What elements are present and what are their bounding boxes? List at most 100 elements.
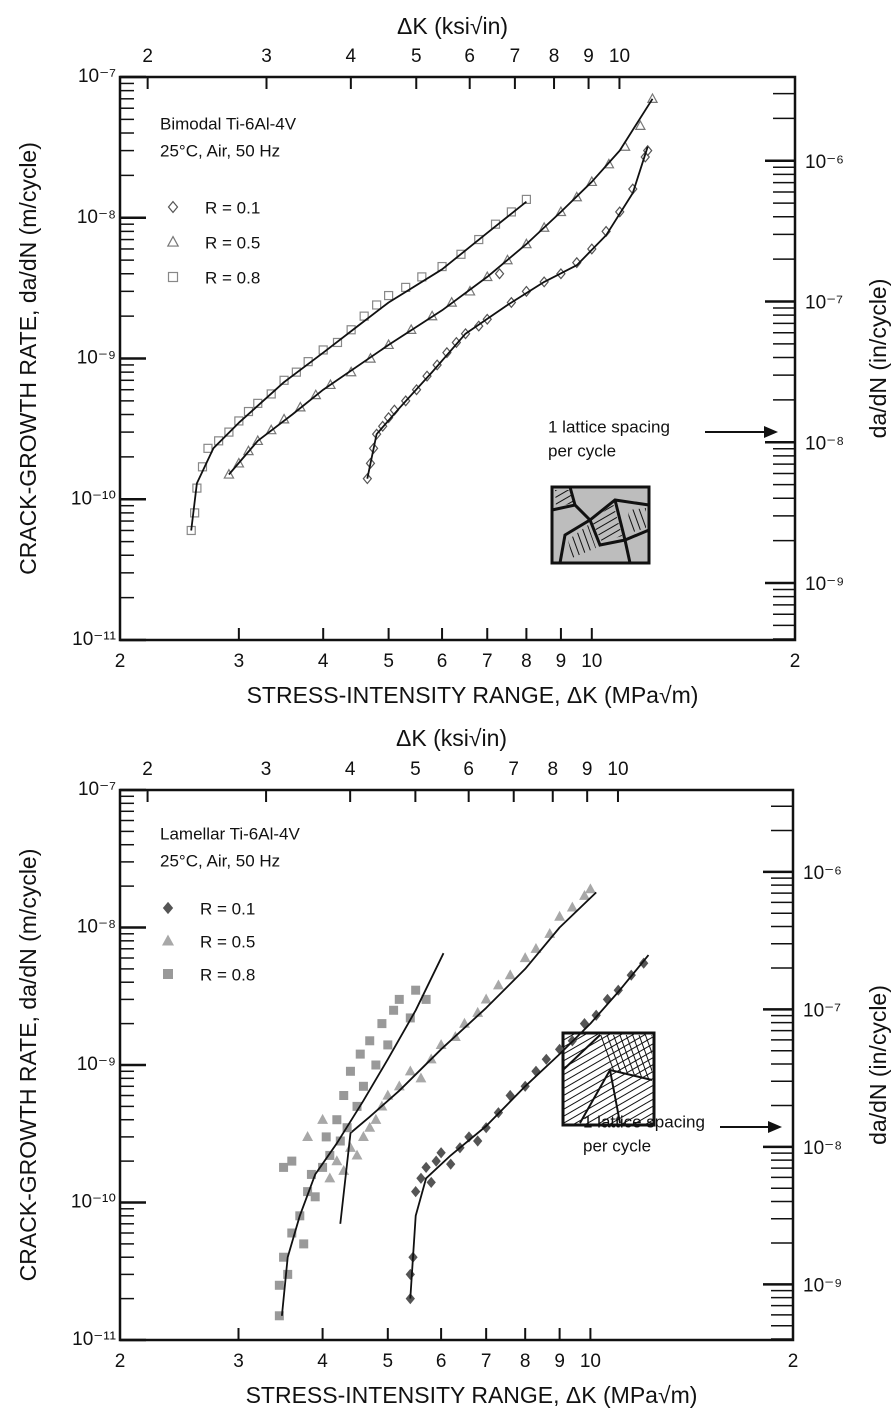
marker bbox=[591, 1009, 601, 1021]
x2-tick-label: 7 bbox=[508, 759, 519, 780]
marker bbox=[345, 1066, 355, 1076]
y2-tick-label: 10⁻⁶ bbox=[803, 863, 842, 884]
marker bbox=[382, 1089, 394, 1100]
fit-curve bbox=[190, 200, 527, 531]
marker bbox=[364, 1121, 376, 1132]
x2-tick-label: 10 bbox=[607, 759, 628, 780]
marker bbox=[384, 290, 394, 301]
marker bbox=[566, 901, 578, 912]
marker bbox=[365, 1036, 375, 1046]
marker bbox=[404, 1065, 416, 1076]
x2-axis-label: ΔK (ksi√in) bbox=[396, 725, 507, 751]
marker bbox=[586, 175, 598, 187]
marker bbox=[355, 1049, 365, 1059]
x-tick-label: 7 bbox=[481, 1351, 492, 1372]
marker bbox=[224, 427, 234, 437]
y-axis-label: CRACK-GROWTH RATE, da/dN (m/cycle) bbox=[15, 849, 41, 1282]
marker bbox=[371, 1060, 381, 1070]
y2-tick-label: 10⁻⁸ bbox=[803, 1138, 842, 1159]
x2-tick-label: 2 bbox=[142, 46, 153, 67]
marker bbox=[521, 285, 532, 298]
legend-label: R = 0.5 bbox=[200, 932, 255, 951]
marker bbox=[368, 442, 379, 455]
y2-tick-label: 10⁻⁹ bbox=[803, 1275, 842, 1296]
marker bbox=[299, 1239, 309, 1249]
marker bbox=[480, 993, 492, 1004]
marker bbox=[351, 1149, 363, 1160]
marker bbox=[613, 984, 623, 996]
marker bbox=[287, 1156, 297, 1166]
marker bbox=[167, 200, 179, 214]
marker bbox=[579, 889, 590, 900]
marker bbox=[584, 883, 596, 894]
x-axis-label: STRESS-INTENSITY RANGE, ΔK (MPa√m) bbox=[246, 1382, 698, 1408]
marker bbox=[203, 443, 213, 453]
y2-axis-label: da/dN (in/cycle) bbox=[865, 985, 891, 1145]
x-tick-label: 2 bbox=[115, 651, 126, 672]
chart: 10⁻¹¹ 10⁻¹⁰ 10⁻⁹ 10⁻⁸ 10⁻⁷ 10⁻⁹ 10⁻⁸ 10⁻⁷ 10⁻⁶ 2 3… bbox=[15, 725, 891, 1408]
marker bbox=[634, 119, 646, 131]
marker bbox=[279, 375, 289, 385]
annotation: Bimodal Ti-6Al-4V bbox=[160, 114, 297, 133]
marker bbox=[358, 1081, 368, 1091]
marker bbox=[431, 1155, 441, 1167]
x2-tick-label: 5 bbox=[410, 759, 421, 780]
x-tick-label: 2 bbox=[788, 1351, 799, 1372]
marker bbox=[541, 1053, 551, 1065]
x-tick-label: 5 bbox=[383, 1351, 394, 1372]
marker bbox=[223, 468, 235, 479]
marker bbox=[411, 383, 422, 396]
annotation: 25°C, Air, 50 Hz bbox=[160, 141, 280, 160]
marker bbox=[190, 508, 200, 518]
marker bbox=[321, 1132, 331, 1142]
marker bbox=[372, 300, 382, 310]
marker bbox=[421, 994, 431, 1004]
marker bbox=[383, 1040, 393, 1050]
y2-tick-label: 10⁻⁷ bbox=[803, 1000, 841, 1021]
marker bbox=[520, 238, 533, 249]
marker bbox=[451, 336, 462, 349]
marker bbox=[370, 1113, 382, 1124]
x-tick-label: 3 bbox=[234, 651, 245, 672]
x2-tick-label: 3 bbox=[261, 759, 272, 780]
legend-label: R = 0.8 bbox=[200, 965, 255, 984]
legend-label: R = 0.5 bbox=[205, 233, 260, 252]
y-axis-label: CRACK-GROWTH RATE, da/dN (m/cycle) bbox=[15, 142, 41, 575]
marker bbox=[506, 207, 516, 217]
marker bbox=[287, 1228, 297, 1238]
plot-frame bbox=[118, 788, 795, 1342]
marker bbox=[162, 901, 174, 915]
x-tick-label: 9 bbox=[554, 1351, 565, 1372]
x2-tick-label: 3 bbox=[261, 46, 272, 67]
marker bbox=[415, 1072, 427, 1083]
x2-tick-label: 8 bbox=[547, 759, 558, 780]
x2-tick-label: 9 bbox=[582, 759, 593, 780]
marker bbox=[389, 1005, 399, 1015]
legend-label: R = 0.1 bbox=[200, 899, 255, 918]
x2-tick-label: 6 bbox=[463, 759, 474, 780]
marker bbox=[501, 254, 514, 265]
microstructure-icon bbox=[561, 1031, 656, 1127]
marker bbox=[421, 1161, 431, 1173]
annotation: 25°C, Air, 50 Hz bbox=[160, 851, 280, 870]
marker bbox=[504, 969, 516, 980]
x2-tick-label: 4 bbox=[345, 759, 356, 780]
marker bbox=[302, 1131, 314, 1141]
x-tick-label: 4 bbox=[317, 1351, 328, 1372]
microstructure-icon bbox=[550, 485, 651, 565]
marker bbox=[530, 942, 542, 953]
marker bbox=[377, 1019, 387, 1029]
marker bbox=[494, 268, 505, 280]
marker bbox=[405, 1293, 415, 1305]
x-tick-label: 10 bbox=[580, 1351, 601, 1372]
x-tick-label: 2 bbox=[115, 1351, 126, 1372]
marker bbox=[214, 436, 224, 446]
marker bbox=[446, 1158, 456, 1170]
y-tick-label: 10⁻⁷ bbox=[78, 779, 116, 800]
y2-tick-label: 10⁻⁹ bbox=[805, 574, 844, 595]
marker bbox=[521, 194, 531, 205]
x-axis-label: STRESS-INTENSITY RANGE, ΔK (MPa√m) bbox=[247, 682, 699, 708]
legend-label: R = 0.1 bbox=[205, 198, 260, 217]
marker bbox=[411, 985, 421, 995]
